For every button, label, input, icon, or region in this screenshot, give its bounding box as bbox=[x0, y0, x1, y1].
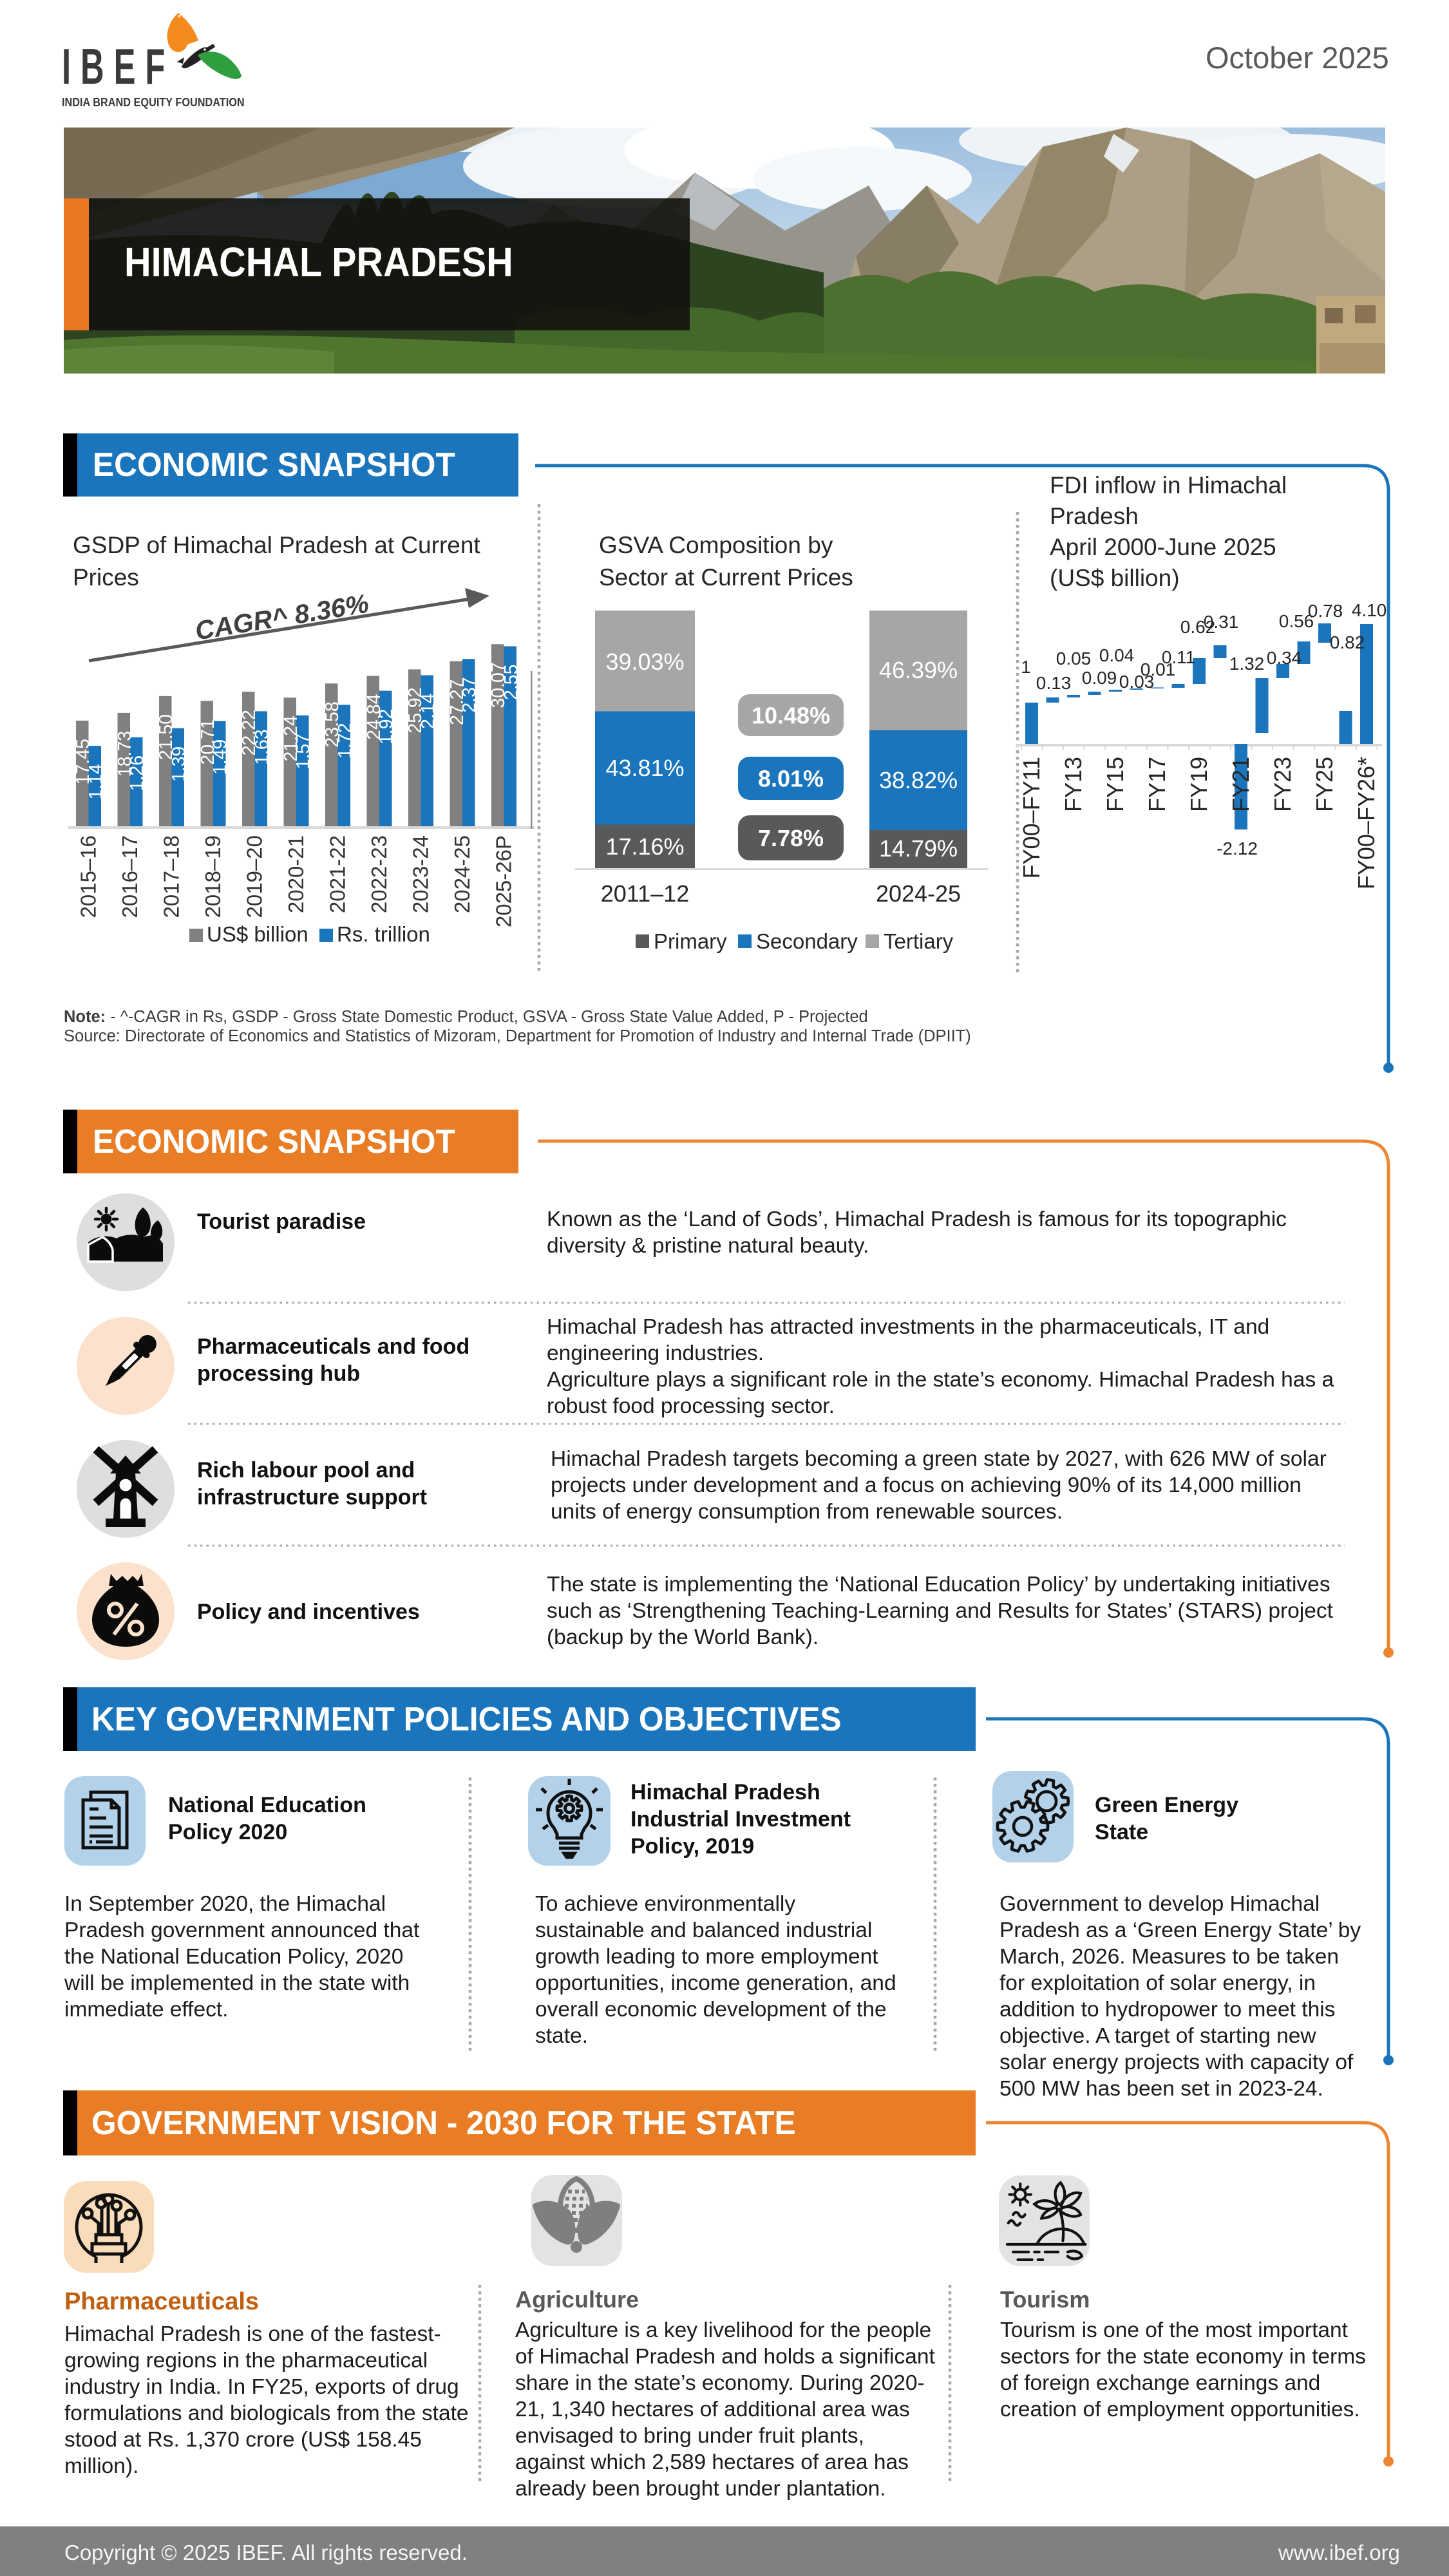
svg-text:2021-22: 2021-22 bbox=[326, 835, 350, 913]
svg-text:1: 1 bbox=[1021, 657, 1031, 677]
svg-text:Tertiary: Tertiary bbox=[884, 929, 954, 953]
svg-text:0.05: 0.05 bbox=[1056, 649, 1092, 668]
svg-text:0.04: 0.04 bbox=[1099, 645, 1135, 665]
svg-text:US$ billion: US$ billion bbox=[207, 922, 308, 946]
svg-text:CAGR^ 8.36%: CAGR^ 8.36% bbox=[193, 589, 371, 646]
svg-text:FY17: FY17 bbox=[1144, 757, 1170, 812]
svg-text:24.84: 24.84 bbox=[364, 694, 384, 739]
svg-text:FY21: FY21 bbox=[1227, 757, 1254, 812]
svg-text:21.50: 21.50 bbox=[156, 714, 176, 760]
svg-text:FY15: FY15 bbox=[1102, 757, 1128, 812]
svg-text:0.03: 0.03 bbox=[1119, 672, 1155, 692]
svg-text:0.13: 0.13 bbox=[1036, 673, 1072, 693]
svg-text:FY00–FY26*: FY00–FY26* bbox=[1353, 757, 1379, 889]
svg-text:1.72: 1.72 bbox=[335, 723, 355, 759]
svg-text:2.14: 2.14 bbox=[418, 693, 439, 729]
svg-text:10.48%: 10.48% bbox=[752, 703, 830, 729]
svg-text:Primary: Primary bbox=[654, 929, 727, 953]
svg-text:1.57: 1.57 bbox=[293, 734, 314, 769]
svg-text:1.49: 1.49 bbox=[210, 739, 231, 775]
svg-text:30.07: 30.07 bbox=[488, 662, 509, 708]
svg-text:2022-23: 2022-23 bbox=[367, 835, 391, 913]
svg-text:0.56: 0.56 bbox=[1279, 611, 1314, 631]
svg-text:0.01: 0.01 bbox=[1141, 659, 1176, 679]
svg-text:2.55: 2.55 bbox=[501, 665, 522, 700]
svg-text:2015–16: 2015–16 bbox=[77, 835, 100, 918]
svg-text:0.11: 0.11 bbox=[1162, 647, 1195, 667]
svg-text:2011–12: 2011–12 bbox=[601, 880, 689, 907]
svg-text:43.81%: 43.81% bbox=[605, 755, 684, 781]
svg-text:38.82%: 38.82% bbox=[879, 767, 958, 793]
svg-text:17.16%: 17.16% bbox=[605, 833, 684, 860]
svg-text:39.03%: 39.03% bbox=[605, 649, 684, 675]
svg-text:-2.12: -2.12 bbox=[1217, 838, 1258, 858]
svg-text:1.32: 1.32 bbox=[1229, 654, 1265, 674]
svg-text:2024-25: 2024-25 bbox=[876, 880, 961, 907]
svg-text:FY19: FY19 bbox=[1186, 757, 1212, 812]
svg-text:17.45: 17.45 bbox=[73, 739, 93, 784]
svg-text:Rs. trillion: Rs. trillion bbox=[337, 922, 430, 946]
svg-text:0.31: 0.31 bbox=[1204, 612, 1239, 632]
svg-text:8.01%: 8.01% bbox=[758, 766, 824, 792]
svg-text:4.10: 4.10 bbox=[1352, 600, 1387, 620]
svg-text:2024-25: 2024-25 bbox=[450, 835, 474, 913]
svg-text:1.63: 1.63 bbox=[252, 729, 272, 764]
svg-text:1.92: 1.92 bbox=[376, 709, 397, 744]
svg-text:2016–17: 2016–17 bbox=[118, 835, 142, 918]
svg-text:2018–19: 2018–19 bbox=[201, 835, 225, 918]
svg-text:2019–20: 2019–20 bbox=[243, 835, 267, 918]
svg-text:0.34: 0.34 bbox=[1267, 648, 1302, 668]
svg-text:2023-24: 2023-24 bbox=[409, 835, 433, 913]
svg-text:7.78%: 7.78% bbox=[758, 825, 824, 851]
svg-text:FY23: FY23 bbox=[1269, 757, 1296, 812]
svg-text:2.37: 2.37 bbox=[459, 677, 480, 712]
svg-text:FY25: FY25 bbox=[1311, 757, 1338, 812]
svg-text:18.73: 18.73 bbox=[115, 731, 135, 777]
svg-text:0.62: 0.62 bbox=[1180, 617, 1216, 637]
svg-text:27.27: 27.27 bbox=[447, 679, 468, 725]
svg-text:21.24: 21.24 bbox=[281, 715, 301, 761]
svg-text:22.22: 22.22 bbox=[239, 710, 260, 755]
svg-text:2020-21: 2020-21 bbox=[284, 835, 308, 913]
svg-text:2017–18: 2017–18 bbox=[160, 835, 184, 918]
svg-text:2025-26P: 2025-26P bbox=[492, 835, 516, 927]
svg-text:FY13: FY13 bbox=[1060, 757, 1086, 812]
svg-text:25.92: 25.92 bbox=[405, 687, 426, 733]
svg-text:0.78: 0.78 bbox=[1308, 601, 1343, 621]
svg-text:Secondary: Secondary bbox=[756, 929, 858, 953]
svg-text:20.71: 20.71 bbox=[198, 719, 218, 764]
svg-text:1.14: 1.14 bbox=[86, 764, 106, 800]
svg-text:46.39%: 46.39% bbox=[879, 657, 958, 683]
svg-text:14.79%: 14.79% bbox=[879, 835, 958, 862]
svg-text:23.58: 23.58 bbox=[322, 701, 343, 747]
svg-text:FY00–FY11: FY00–FY11 bbox=[1018, 757, 1045, 878]
svg-text:0.82: 0.82 bbox=[1330, 632, 1365, 652]
svg-text:0.09: 0.09 bbox=[1082, 668, 1117, 688]
svg-text:1.26: 1.26 bbox=[127, 755, 147, 791]
svg-text:1.39: 1.39 bbox=[169, 746, 189, 782]
